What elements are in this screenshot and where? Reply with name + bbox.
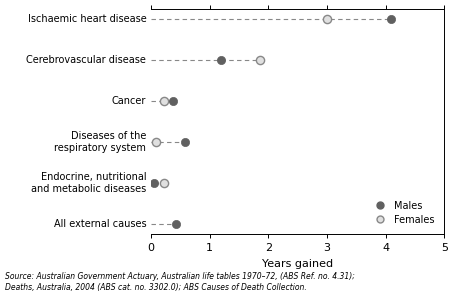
Point [160,99,168,103]
Point [172,222,180,226]
Point [181,140,189,144]
Point [256,58,263,62]
Legend: Males, Females: Males, Females [366,196,439,229]
X-axis label: Years gained: Years gained [262,259,333,269]
Point [150,181,158,185]
Point [160,181,168,185]
Point [388,17,395,21]
Point [323,17,331,21]
Text: Source: Australian Government Actuary, Australian life tables 1970–72, (ABS Ref.: Source: Australian Government Actuary, A… [5,272,354,292]
Point [152,140,159,144]
Point [170,99,177,103]
Point [218,58,225,62]
